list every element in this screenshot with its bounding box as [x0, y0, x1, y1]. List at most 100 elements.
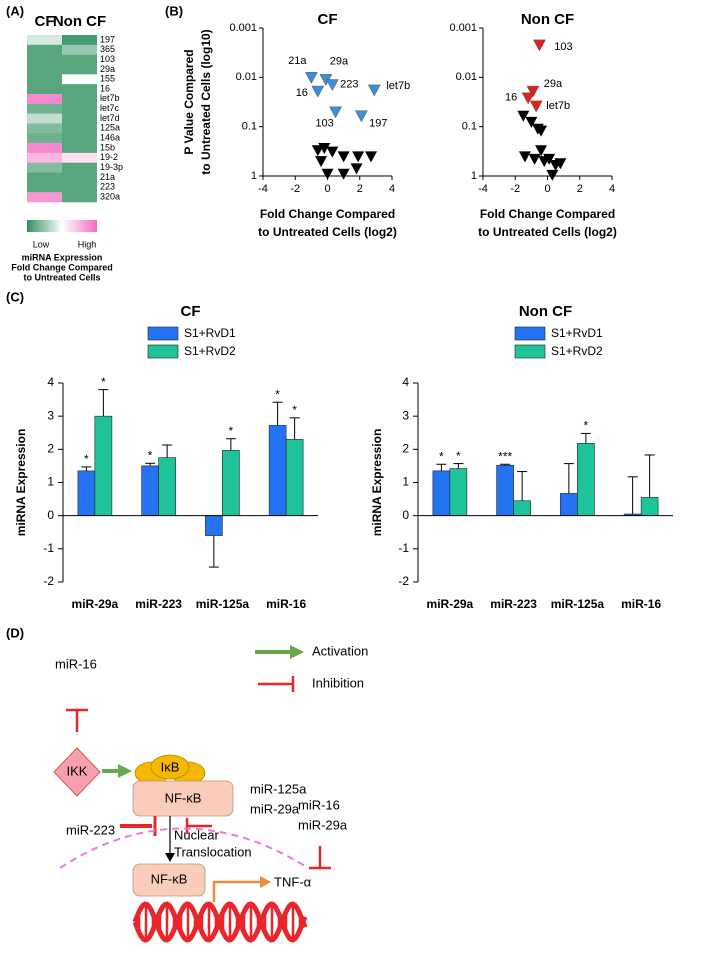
x-axis-label: Fold Change Compared: [260, 207, 395, 221]
y-tick-label: 0.001: [229, 22, 257, 34]
x-tick-label: miR-223: [135, 597, 182, 611]
point: [543, 153, 556, 165]
panel-label: (A): [6, 3, 24, 18]
bar: [77, 470, 96, 516]
bar: [432, 470, 451, 516]
arrow-head: [165, 853, 175, 862]
heatmap-cell: [62, 93, 97, 105]
bar: [222, 450, 240, 516]
x-tick-label: miR-29a: [72, 597, 119, 611]
heatmap-cell: [62, 143, 97, 154]
bar: [205, 515, 223, 536]
y-tick-label: -1: [43, 541, 54, 555]
point: [535, 145, 548, 157]
node-label: TNF-α: [274, 874, 312, 889]
y-tick-label: 2: [402, 442, 409, 456]
significance-label: *: [292, 403, 297, 417]
row-label: 197: [100, 34, 115, 44]
nfkb-node: [132, 863, 206, 897]
x-axis-label: to Untreated Cells (log2): [258, 225, 397, 239]
y-tick-label: 3: [47, 408, 54, 422]
point-label: 223: [340, 78, 358, 90]
legend-swatch: [514, 344, 546, 359]
x-tick-label: miR-125a: [196, 597, 250, 611]
mirna-label: miR-16: [298, 797, 340, 812]
y-axis-label: miRNA Expression: [14, 429, 28, 537]
y-tick-label: 0.01: [456, 71, 477, 83]
legend-label: Activation: [312, 643, 368, 658]
heatmap-cell: [27, 133, 62, 144]
heatmap-cell: [27, 54, 62, 65]
point: [329, 106, 342, 119]
row-label: 15b: [100, 142, 115, 152]
ikk-node: [53, 747, 101, 797]
point: [546, 169, 559, 181]
row-label: 19-2: [100, 152, 118, 162]
node-label: IKK: [67, 763, 88, 778]
x-tick-label: 2: [577, 183, 583, 195]
colorbar: [27, 220, 97, 232]
legend-swatch: [514, 326, 546, 341]
point-label: 16: [505, 92, 517, 104]
legend-swatch: [147, 344, 179, 359]
heatmap-cell: [62, 133, 97, 144]
point: [321, 168, 334, 180]
point: [365, 151, 378, 163]
row-label: let7c: [100, 103, 120, 113]
point-label: 103: [315, 118, 333, 130]
y-axis-label: to Untreated Cells (log10): [199, 29, 213, 174]
row-label: 19-3p: [100, 162, 123, 172]
mirna-label: miR-223: [66, 822, 115, 837]
mirna-label: miR-29a: [298, 817, 348, 832]
heatmap-cell: [62, 84, 97, 95]
y-tick-label: -1: [398, 541, 409, 555]
dna: [132, 901, 308, 943]
colorbar-title: Fold Change Compared: [11, 262, 113, 272]
x-tick-label: miR-16: [266, 597, 306, 611]
row-label: 146a: [100, 133, 120, 143]
column-header: Non CF: [53, 13, 106, 30]
point: [354, 110, 368, 123]
bar: [158, 457, 176, 516]
node-label: IκB: [161, 759, 180, 774]
colorbar-tick-label: High: [78, 239, 97, 249]
row-label: let7b: [100, 93, 120, 103]
heatmap-cell: [27, 192, 62, 203]
point: [315, 156, 328, 168]
mirna-label: miR-125a: [250, 781, 307, 796]
heatmap-cell: [27, 123, 62, 134]
nfkb-node: [132, 780, 234, 817]
point: [517, 110, 530, 122]
heatmap-cell: [27, 44, 62, 55]
x-tick-label: 0: [544, 183, 550, 195]
heatmap-cell: [62, 192, 97, 203]
heatmap-cell: [62, 74, 97, 85]
pathway-diagram: Activation Inhibition miR-16 IKK IκB NF-…: [53, 643, 368, 943]
bar: [141, 465, 159, 516]
y-tick-label: 4: [402, 375, 409, 389]
significance-label: *: [439, 449, 444, 463]
bar: [496, 464, 514, 516]
point-label: let7b: [386, 80, 410, 92]
point-label: let7b: [546, 100, 570, 112]
heatmap-cell: [27, 143, 62, 154]
significance-label: ***: [498, 449, 512, 463]
heatmap-cell: [62, 103, 97, 114]
point: [518, 151, 531, 163]
chart-title: CF: [181, 303, 201, 320]
x-tick-label: 2: [357, 183, 363, 195]
significance-label: *: [456, 449, 461, 463]
colorbar-title: to Untreated Cells: [23, 272, 100, 282]
heatmap-cell: [27, 152, 62, 164]
chart-title: Non CF: [521, 11, 574, 28]
diagram-label: Translocation: [174, 844, 252, 859]
significance-label: *: [148, 448, 153, 462]
x-tick-label: miR-223: [490, 597, 537, 611]
y-tick-label: 1: [251, 170, 257, 182]
point: [311, 85, 325, 98]
point: [533, 39, 546, 52]
point-label: 103: [554, 41, 572, 53]
heatmap-cell: [27, 182, 62, 193]
bar: [94, 415, 113, 516]
